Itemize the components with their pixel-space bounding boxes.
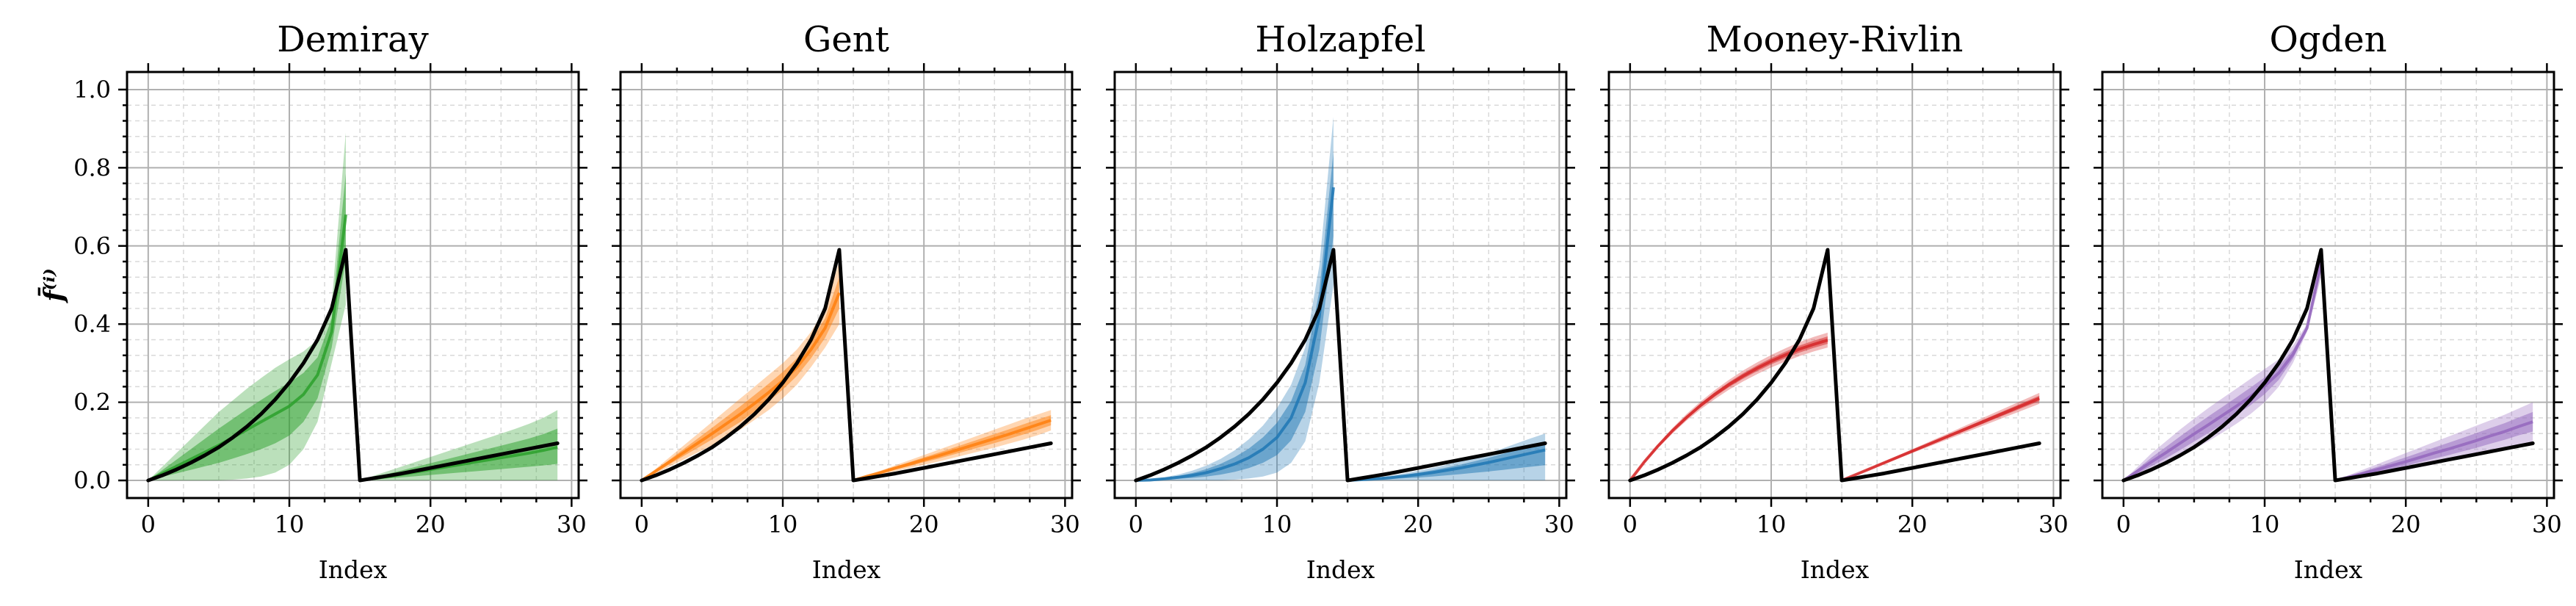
x-tick-label: 0: [2116, 511, 2131, 538]
chart-title: Holzapfel: [1255, 19, 1425, 60]
y-tick-label: 1.0: [73, 76, 111, 104]
sample-median-line-2: [1841, 397, 2040, 482]
x-tick-label: 10: [2250, 511, 2280, 538]
sample-band-segment-1: [2123, 250, 2321, 481]
sample-band-core-1: [2123, 256, 2321, 481]
sample-band-core-1: [641, 277, 839, 481]
panel-demiray: 0 10 20 30 0.0 0.2 0.4 0.6 0.8 1.0 Demiray Index: [73, 19, 587, 584]
x-tick-label: 10: [1262, 511, 1292, 538]
x-tick-label: 10: [275, 511, 305, 538]
sample-median-line-1: [1629, 339, 1828, 482]
axes-frame: [1113, 71, 1568, 499]
x-tick-label: 20: [1403, 511, 1433, 538]
y-tick-label: 0.2: [73, 389, 111, 416]
x-tick-label: 20: [416, 511, 446, 538]
x-tick-label: 10: [768, 511, 798, 538]
chart-title: Mooney-Rivlin: [1707, 19, 1964, 60]
reference-line: [1628, 248, 2041, 483]
sample-band-segment-2: [853, 410, 1052, 481]
sample-median-line-2: [2334, 420, 2533, 482]
chart-title: Demiray: [277, 19, 428, 60]
x-tick-label: 30: [1050, 511, 1080, 538]
x-axis-label: Index: [319, 555, 388, 584]
panel-ogden: 0 10 20 30 Ogden Index: [2094, 19, 2563, 584]
chart-title: Gent: [803, 19, 889, 60]
panel-holzapfel: 0 10 20 30 Holzapfel Index: [1106, 19, 1575, 584]
reference-line: [2121, 248, 2535, 483]
y-tick-label: 0.4: [73, 310, 111, 338]
sample-band-core-2: [360, 428, 558, 481]
x-tick-label: 10: [1756, 511, 1787, 538]
sample-median-line-2: [1347, 448, 1546, 483]
x-tick-label: 0: [1129, 511, 1143, 538]
x-tick-label: 30: [557, 511, 587, 538]
x-tick-label: 20: [909, 511, 939, 538]
x-axis-label: Index: [812, 555, 881, 584]
y-tick-label: 0.6: [73, 232, 111, 260]
y-tick-label: 0.8: [73, 154, 111, 181]
x-tick-label: 0: [634, 511, 649, 538]
reference-line: [640, 248, 1053, 483]
reference-line: [1134, 248, 1547, 483]
sample-median-line-1: [1135, 187, 1335, 483]
x-tick-label: 20: [2391, 511, 2421, 538]
sample-band-core-1: [1629, 336, 1828, 481]
axes-frame: [2101, 71, 2555, 499]
y-axis-label: f̄⁽ⁱ⁾: [37, 268, 70, 304]
axes-frame: [619, 71, 1074, 499]
y-tick-label: 0.0: [73, 466, 111, 494]
chart-title: Ogden: [2269, 19, 2387, 60]
x-axis-label: Index: [1306, 555, 1375, 584]
sample-median-line-2: [853, 419, 1052, 482]
x-axis-label: Index: [2294, 555, 2363, 584]
x-tick-label: 20: [1897, 511, 1928, 538]
x-axis-label: Index: [1801, 555, 1870, 584]
x-tick-label: 30: [2532, 511, 2562, 538]
axes-frame: [1607, 71, 2062, 499]
x-tick-label: 30: [1544, 511, 1574, 538]
x-tick-label: 30: [2038, 511, 2069, 538]
sample-band-core-1: [148, 173, 346, 481]
sample-median-line-1: [640, 292, 841, 482]
sample-median-line-1: [2122, 263, 2323, 482]
panel-mooney-rivlin: 0 10 20 30 Mooney-Rivlin Index: [1600, 19, 2069, 584]
x-tick-label: 0: [141, 511, 156, 538]
x-tick-label: 0: [1623, 511, 1638, 538]
sample-band-segment-2: [2335, 402, 2533, 481]
sample-band-core-2: [1347, 441, 1546, 481]
reference-line: [146, 248, 560, 483]
axes-frame: [126, 71, 580, 499]
sample-median-line-1: [147, 214, 347, 482]
panel-gent: 0 10 20 30 Gent Index: [612, 19, 1081, 584]
